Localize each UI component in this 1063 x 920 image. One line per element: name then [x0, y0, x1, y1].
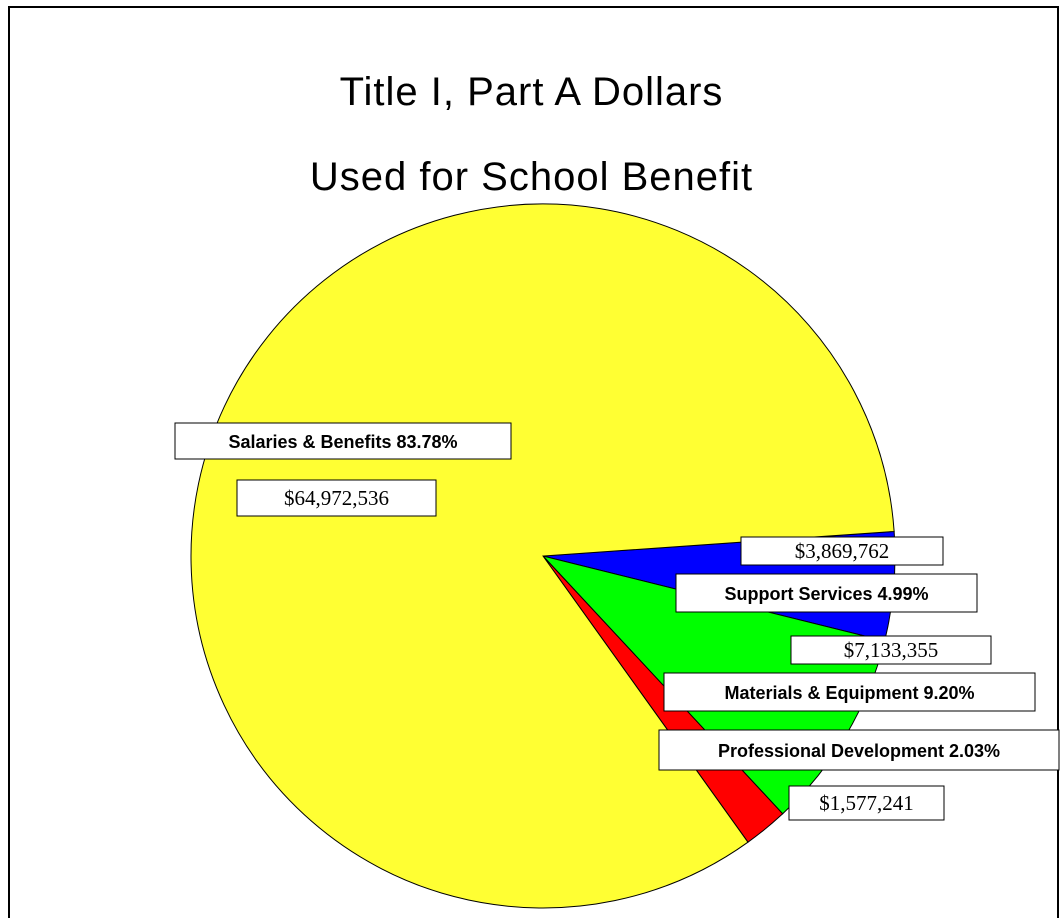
professional-development-amount-label: $1,577,241 — [788, 785, 945, 821]
label-text: Materials & Equipment 9.20% — [724, 683, 974, 703]
label-box — [740, 536, 944, 566]
label-text: $64,972,536 — [284, 486, 389, 510]
chart-frame — [8, 6, 1059, 918]
salaries-benefits-percent-label: Salaries & Benefits 83.78% — [174, 422, 512, 460]
label-box — [790, 635, 992, 665]
salaries-benefits-amount-label: $64,972,536 — [236, 479, 437, 517]
label-text: Professional Development 2.03% — [718, 741, 1000, 761]
support-services-amount-label: $3,869,762 — [740, 536, 944, 566]
label-text: $7,133,355 — [844, 638, 939, 662]
pie-slice-salaries-benefits — [190, 203, 895, 909]
label-text: $3,869,762 — [795, 539, 890, 563]
label-text: $1,577,241 — [819, 791, 914, 815]
label-box — [663, 672, 1036, 712]
label-box — [174, 422, 512, 460]
label-box — [658, 729, 1060, 771]
professional-development-percent-label: Professional Development 2.03% — [658, 729, 1060, 771]
materials-equipment-amount-label: $7,133,355 — [790, 635, 992, 665]
materials-equipment-percent-label: Materials & Equipment 9.20% — [663, 672, 1036, 712]
label-text: Support Services 4.99% — [724, 584, 928, 604]
label-text: Salaries & Benefits 83.78% — [228, 432, 457, 452]
label-box — [675, 573, 978, 613]
label-box — [788, 785, 945, 821]
chart-subtitle: Used for School Benefit — [309, 155, 754, 199]
label-box — [236, 479, 437, 517]
chart-title: Title I, Part A Dollars — [339, 70, 724, 114]
support-services-percent-label: Support Services 4.99% — [675, 573, 978, 613]
